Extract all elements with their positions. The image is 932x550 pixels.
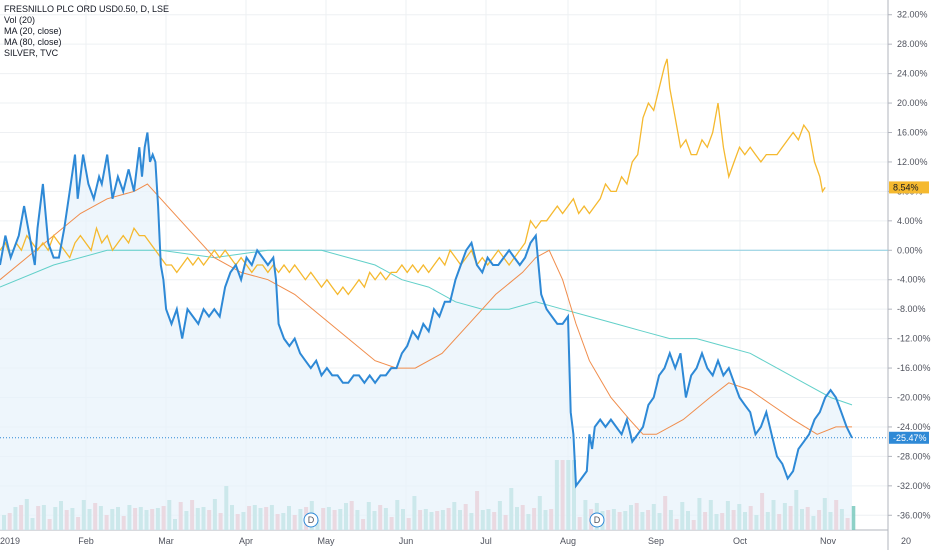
y-tick-label: 16.00% (897, 128, 928, 138)
y-tick-label: 12.00% (897, 157, 928, 167)
y-tick-label: -8.00% (897, 304, 926, 314)
y-tick-label: 20.00% (897, 98, 928, 108)
price-line (0, 132, 853, 489)
y-tick-label: 0.00% (897, 245, 923, 255)
x-tick-label: Jul (480, 536, 492, 546)
dividend-marker (589, 512, 605, 528)
volume-bar (851, 506, 856, 530)
x-tick-label: Jun (399, 536, 414, 546)
x-tick-label: Feb (78, 536, 94, 546)
silver-line (0, 58, 826, 296)
x-tick-label: 20 (901, 536, 911, 546)
legend-compare: SILVER, TVC (4, 48, 59, 58)
y-tick-label: -12.00% (897, 334, 931, 344)
x-tick-label: Sep (648, 536, 664, 546)
chart-legend: FRESNILLO PLC ORD USD0.50, D, LSE Vol (2… (4, 4, 169, 59)
dividend-marker-label: D (594, 515, 601, 525)
ma20-line (0, 183, 852, 435)
x-tick-label: Nov (820, 536, 837, 546)
price-area (0, 132, 852, 530)
ma80-line (0, 249, 853, 406)
x-tick-label: 2019 (0, 536, 20, 546)
x-tick-label: May (317, 536, 335, 546)
dividend-marker (303, 512, 319, 528)
y-tick-label: 28.00% (897, 39, 928, 49)
x-tick-label: Apr (239, 536, 253, 546)
price-badge-label: -25.47% (893, 433, 927, 443)
x-tick-label: Aug (560, 536, 576, 546)
y-tick-label: -32.00% (897, 481, 931, 491)
y-tick-label: 24.00% (897, 69, 928, 79)
x-tick-label: Oct (733, 536, 748, 546)
y-tick-label: -4.00% (897, 275, 926, 285)
y-tick-label: -36.00% (897, 510, 931, 520)
y-tick-label: -20.00% (897, 393, 931, 403)
legend-symbol: FRESNILLO PLC ORD USD0.50, D, LSE (4, 4, 170, 14)
y-tick-label: 4.00% (897, 216, 923, 226)
y-tick-label: -28.00% (897, 451, 931, 461)
y-tick-label: 32.00% (897, 10, 928, 20)
x-tick-label: Mar (158, 536, 174, 546)
legend-ma80: MA (80, close) (4, 37, 62, 47)
legend-ma20: MA (20, close) (4, 26, 62, 36)
dividend-marker-label: D (308, 515, 315, 525)
y-tick-label: -16.00% (897, 363, 931, 373)
y-tick-label: -24.00% (897, 422, 931, 432)
legend-volume: Vol (20) (4, 15, 36, 25)
silver-badge (889, 181, 929, 194)
price-badge (889, 431, 929, 444)
silver-badge-label: 8.54% (893, 182, 919, 192)
